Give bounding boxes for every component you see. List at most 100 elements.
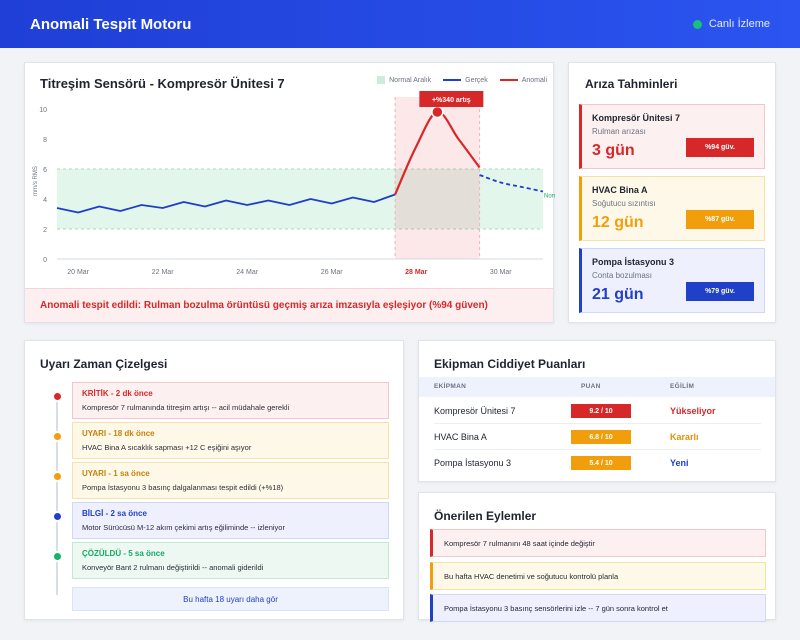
- anomaly-window: [395, 97, 480, 259]
- severity-table-header: EKİPMAN PUAN EĞİLİM: [419, 377, 775, 397]
- anomaly-alert-banner: Anomali tespit edildi: Rulman bozulma ör…: [25, 288, 553, 322]
- warning-dot-icon: [52, 471, 63, 482]
- legend-normal: Normal Aralık: [377, 76, 431, 84]
- legend-anomaly: Anomali: [499, 76, 547, 84]
- peak-callout-box: [419, 91, 484, 107]
- prediction-name: Kompresör Ünitesi 7: [592, 113, 681, 123]
- app-header: Anomali Tespit Motoru Canlı İzleme: [0, 0, 800, 48]
- x-tick-label: 26 Mar: [321, 269, 343, 276]
- prediction-confidence-badge: %94 güv.: [686, 138, 754, 157]
- equipment-name: Pompa İstasyonu 3: [434, 458, 512, 468]
- prediction-name: Pompa İstasyonu 3: [592, 257, 675, 267]
- timeline-level: KRİTİK - 2 dk önce: [82, 389, 153, 398]
- vibration-chart[interactable]: 10 8 6 4 2 0 mm/s RMS 20 Mar 22 Mar 24 Mar 26 Mar 2…: [25, 63, 555, 289]
- timeline-message: Kompresör 7 rulmanında titreşim artışı -…: [82, 403, 290, 412]
- y-tick-label: 8: [43, 137, 47, 144]
- live-monitoring-indicator[interactable]: Canlı İzleme: [692, 18, 770, 30]
- x-tick-label: 30 Mar: [490, 269, 512, 276]
- chart-legend: Normal Aralık Gerçek Anomali: [365, 76, 547, 84]
- alert-timeline-card: Uyarı Zaman Çizelgesi KRİTİK - 2 dk önce…: [24, 340, 404, 620]
- severity-score-badge: 6.8 / 10: [571, 430, 631, 444]
- prediction-item[interactable]: Kompresör Ünitesi 7 Rulman arızası 3 gün…: [579, 104, 765, 169]
- y-tick-label: 0: [43, 257, 47, 264]
- prediction-item[interactable]: Pompa İstasyonu 3 Conta bozulması 21 gün…: [579, 248, 765, 313]
- timeline-line: [56, 397, 58, 595]
- table-row[interactable]: HVAC Bina A 6.8 / 10 Kararlı: [434, 424, 761, 450]
- timeline-message: HVAC Bina A sıcaklık sapması +12 C eşiği…: [82, 443, 252, 452]
- equipment-name: Kompresör Ünitesi 7: [434, 406, 516, 416]
- vibration-chart-card: 10 8 6 4 2 0 mm/s RMS 20 Mar 22 Mar 24 Mar 26 Mar 2…: [24, 62, 555, 323]
- severity-score-badge: 5.4 / 10: [571, 456, 631, 470]
- y-tick-label: 6: [43, 167, 47, 174]
- failure-predictions-card: Arıza Tahminleri Kompresör Ünitesi 7 Rul…: [568, 62, 776, 323]
- timeline-title: Uyarı Zaman Çizelgesi: [40, 357, 168, 371]
- legend-normal-label: Normal Aralık: [389, 76, 432, 84]
- more-alerts-button[interactable]: Bu hafta 18 uyarı daha gör: [72, 587, 389, 611]
- trend-label: Yükseliyor: [670, 406, 716, 416]
- prediction-failure-type: Soğutucu sızıntısı: [592, 199, 656, 208]
- series-line-gerçek: [56, 193, 396, 214]
- action-item[interactable]: Kompresör 7 rulmanını 48 saat içinde değ…: [430, 529, 766, 557]
- x-tick-label: 20 Mar: [67, 269, 89, 276]
- legend-actual: Gerçek: [443, 77, 488, 84]
- prediction-name: HVAC Bina A: [592, 185, 648, 195]
- timeline-item[interactable]: ÇÖZÜLDÜ - 5 sa önce Konveyör Bant 2 rulm…: [72, 542, 389, 579]
- info-dot-icon: [52, 511, 63, 522]
- col-score: PUAN: [581, 383, 601, 390]
- normal-band-label: Normal: [544, 194, 555, 200]
- y-tick-label: 2: [43, 227, 47, 234]
- severity-title: Ekipman Ciddiyet Puanları: [434, 357, 586, 371]
- prediction-failure-type: Rulman arızası: [592, 127, 646, 136]
- legend-actual-label: Gerçek: [465, 76, 488, 84]
- prediction-days: 3 gün: [592, 142, 635, 159]
- table-row[interactable]: Pompa İstasyonu 3 5.4 / 10 Yeni: [434, 450, 761, 476]
- timeline-item[interactable]: BİLGİ - 2 sa önce Motor Sürücüsü M-12 ak…: [72, 502, 389, 539]
- timeline-message: Motor Sürücüsü M-12 akım çekimi artış eğ…: [82, 523, 285, 532]
- col-equipment: EKİPMAN: [434, 383, 467, 390]
- table-row[interactable]: Kompresör Ünitesi 7 9.2 / 10 Yükseliyor: [434, 398, 761, 424]
- action-item[interactable]: Pompa İstasyonu 3 basınç sensörlerini iz…: [430, 594, 766, 622]
- critical-dot-icon: [52, 391, 63, 402]
- x-tick-label: 22 Mar: [152, 269, 174, 276]
- y-axis-label: mm/s RMS: [33, 166, 39, 196]
- predictions-title: Arıza Tahminleri: [585, 77, 678, 91]
- series-line-tahmin: [479, 174, 544, 193]
- prediction-confidence-badge: %87 güv.: [686, 210, 754, 229]
- legend-anomaly-label: Anomali: [521, 76, 547, 84]
- trend-label: Yeni: [670, 458, 689, 468]
- prediction-failure-type: Conta bozulması: [592, 271, 653, 280]
- timeline-message: Pompa İstasyonu 3 basınç dalgalanması te…: [82, 483, 284, 492]
- prediction-confidence-badge: %79 güv.: [686, 282, 754, 301]
- peak-callout-label: +%340 artış: [432, 97, 471, 104]
- prediction-days: 12 gün: [592, 214, 644, 231]
- timeline-level: ÇÖZÜLDÜ - 5 sa önce: [82, 549, 165, 558]
- live-monitoring-label: Canlı İzleme: [708, 18, 770, 30]
- legend-anomaly-swatch: [499, 79, 518, 81]
- timeline-item[interactable]: UYARI - 18 dk önce HVAC Bina A sıcaklık …: [72, 422, 389, 459]
- y-tick-label: 10: [39, 107, 47, 114]
- trend-label: Kararlı: [670, 432, 699, 442]
- timeline-level: UYARI - 1 sa önce: [82, 469, 150, 478]
- legend-actual-swatch: [443, 79, 462, 81]
- prediction-item[interactable]: HVAC Bina A Soğutucu sızıntısı 12 gün %8…: [579, 176, 765, 241]
- timeline-item[interactable]: UYARI - 1 sa önce Pompa İstasyonu 3 bası…: [72, 462, 389, 499]
- live-status-dot-icon: [692, 19, 702, 29]
- action-item[interactable]: Bu hafta HVAC denetimi ve soğutucu kontr…: [430, 562, 766, 590]
- timeline-item[interactable]: KRİTİK - 2 dk önce Kompresör 7 rulmanınd…: [72, 382, 389, 419]
- timeline-message: Konveyör Bant 2 rulmanı değiştirildi -- …: [82, 563, 264, 572]
- peak-marker: [431, 105, 444, 119]
- severity-score-badge: 9.2 / 10: [571, 404, 631, 418]
- y-tick-label: 4: [43, 197, 47, 204]
- recommended-actions-card: Önerilen Eylemler Kompresör 7 rulmanını …: [418, 492, 776, 622]
- timeline-level: BİLGİ - 2 sa önce: [82, 509, 147, 518]
- equipment-name: HVAC Bina A: [434, 432, 487, 442]
- x-tick-label: 28 Mar: [405, 269, 427, 276]
- normal-range-band: [57, 169, 543, 229]
- severity-scores-card: Ekipman Ciddiyet Puanları EKİPMAN PUAN E…: [418, 340, 776, 482]
- warning-dot-icon: [52, 431, 63, 442]
- resolved-dot-icon: [52, 551, 63, 562]
- timeline-level: UYARI - 18 dk önce: [82, 429, 155, 438]
- legend-normal-swatch: [377, 76, 386, 84]
- app-title: Anomali Tespit Motoru: [30, 15, 192, 33]
- chart-title: Titreşim Sensörü - Kompresör Ünitesi 7: [40, 76, 285, 91]
